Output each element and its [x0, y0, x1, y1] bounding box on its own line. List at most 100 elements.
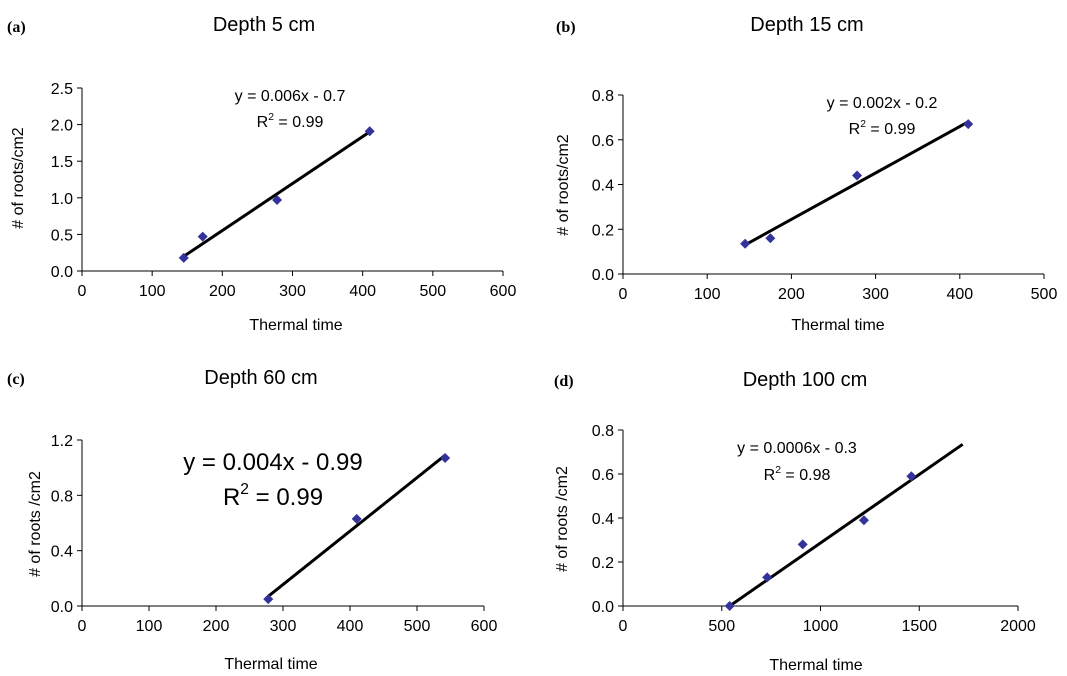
- x-tick-label: 1000: [803, 618, 839, 635]
- r-squared-exponent: 2: [240, 481, 249, 498]
- y-axis-title: # of roots/cm2: [555, 134, 572, 235]
- y-axis-title: # of roots /cm2: [27, 471, 44, 577]
- y-tick-label: 0.0: [51, 599, 73, 616]
- data-point: [263, 594, 274, 605]
- panel-letter: (c): [7, 371, 25, 388]
- trend-equation: y = 0.006x - 0.7: [235, 88, 346, 105]
- x-tick-label: 0: [78, 618, 87, 635]
- data-point: [797, 539, 808, 550]
- x-tick-label: 1500: [901, 618, 937, 635]
- x-tick-label: 100: [694, 286, 721, 303]
- x-axis-title: Thermal time: [769, 657, 862, 674]
- x-tick-label: 600: [471, 618, 498, 635]
- trendline: [744, 120, 969, 247]
- x-axis-title: Thermal time: [224, 656, 317, 673]
- r-squared-exponent: 2: [775, 465, 781, 476]
- data-point: [858, 515, 869, 526]
- y-tick-label: 2.5: [51, 81, 73, 98]
- x-tick-label: 100: [136, 618, 163, 635]
- y-tick-label: 0.8: [51, 488, 73, 505]
- panel-b: (b) Depth 15 cm 0.0 0.2 0.4 0.6 0.8 0 100 200 300 4…: [555, 14, 1057, 334]
- y-tick-label: 0.0: [592, 599, 614, 616]
- x-tick-label: 2000: [1000, 618, 1036, 635]
- r-squared-symbol: R: [849, 121, 861, 138]
- r-squared: R2 = 0.99: [223, 481, 323, 511]
- r-squared: R2 = 0.99: [257, 112, 324, 131]
- data-point: [963, 119, 974, 130]
- y-tick-label: 0.4: [592, 511, 614, 528]
- panel-letter: (a): [7, 19, 26, 36]
- panel-letter: (d): [554, 373, 574, 390]
- x-tick-label: 500: [708, 618, 735, 635]
- y-tick-label: 0.5: [51, 227, 73, 244]
- y-tick-label: 1.2: [51, 433, 73, 450]
- data-point: [740, 238, 751, 249]
- r-squared-symbol: R: [257, 114, 269, 131]
- y-tick-label: 0.4: [51, 544, 73, 561]
- y-tick-label: 0.2: [592, 222, 614, 239]
- x-tick-label: 200: [203, 618, 230, 635]
- panel-c: (c) Depth 60 cm 0.0 0.4 0.8 1.2 0 100 200 300 400 5…: [7, 367, 497, 673]
- data-point: [178, 252, 189, 263]
- y-axis-title: # of roots /cm2: [554, 466, 571, 572]
- data-point: [724, 601, 735, 611]
- r-squared-value: = 0.99: [274, 114, 323, 131]
- data-point: [906, 471, 917, 482]
- y-tick-label: 1.5: [51, 154, 73, 171]
- x-tick-label: 300: [270, 618, 297, 635]
- trend-equation: y = 0.004x - 0.99: [183, 449, 362, 476]
- data-point: [197, 231, 208, 242]
- y-axis-title: # of roots/cm2: [10, 127, 27, 228]
- y-tick-label: 0.0: [592, 267, 614, 284]
- panel-letter: (b): [556, 19, 576, 36]
- data-point: [440, 452, 451, 463]
- x-tick-label: 0: [78, 283, 87, 300]
- y-tick-label: 2.0: [51, 118, 73, 135]
- y-tick-label: 0.6: [592, 133, 614, 150]
- panel-d: (d) Depth 100 cm 0.0 0.2 0.4 0.6 0.8 0 500 1000 15…: [554, 369, 1036, 674]
- x-tick-label: 400: [946, 286, 973, 303]
- chart-title: Depth 15 cm: [750, 14, 863, 36]
- trend-equation: y = 0.0006x - 0.3: [737, 440, 857, 457]
- x-tick-label: 400: [349, 283, 376, 300]
- r-squared: R2 = 0.98: [764, 465, 831, 484]
- data-point: [852, 170, 863, 181]
- r-squared-value: = 0.99: [866, 121, 915, 138]
- trend-equation: y = 0.002x - 0.2: [827, 95, 938, 112]
- trendline: [267, 454, 447, 598]
- y-tick-label: 0.2: [592, 555, 614, 572]
- y-tick-label: 0.0: [51, 264, 73, 281]
- x-tick-label: 200: [778, 286, 805, 303]
- r-squared-symbol: R: [764, 467, 776, 484]
- r-squared-value: = 0.98: [781, 467, 830, 484]
- r-squared-symbol: R: [223, 484, 240, 511]
- y-tick-label: 0.8: [592, 88, 614, 105]
- x-tick-label: 200: [209, 283, 236, 300]
- data-point: [765, 233, 776, 244]
- r-squared-exponent: 2: [860, 119, 866, 130]
- x-tick-label: 0: [619, 618, 628, 635]
- data-point: [272, 194, 283, 205]
- chart-title: Depth 5 cm: [213, 14, 315, 36]
- x-tick-label: 400: [337, 618, 364, 635]
- y-tick-label: 0.6: [592, 467, 614, 484]
- r-squared: R2 = 0.99: [849, 119, 916, 138]
- x-tick-label: 300: [279, 283, 306, 300]
- y-tick-label: 0.8: [592, 423, 614, 440]
- x-tick-label: 300: [862, 286, 889, 303]
- chart-title: Depth 100 cm: [743, 369, 868, 391]
- data-point: [351, 513, 362, 524]
- x-axis-title: Thermal time: [791, 317, 884, 334]
- x-tick-label: 500: [419, 283, 446, 300]
- r-squared-value: = 0.99: [249, 484, 323, 511]
- y-tick-label: 1.0: [51, 191, 73, 208]
- y-tick-label: 0.4: [592, 178, 614, 195]
- x-tick-label: 100: [139, 283, 166, 300]
- x-tick-label: 600: [490, 283, 517, 300]
- data-point: [364, 126, 375, 137]
- trendline: [182, 130, 371, 258]
- data-point: [762, 572, 773, 583]
- r-squared-exponent: 2: [268, 112, 274, 123]
